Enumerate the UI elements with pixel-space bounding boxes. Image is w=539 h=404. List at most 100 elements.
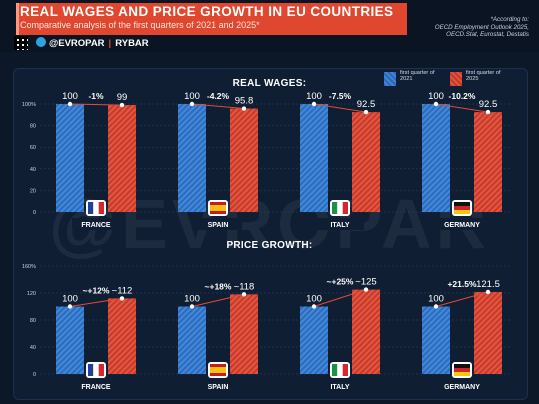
- point-2025: [119, 102, 125, 108]
- france-flag-icon: [86, 362, 106, 378]
- telegram-icon: [36, 37, 46, 47]
- value-label-2025: ~112: [112, 285, 133, 296]
- bar-2025: [474, 112, 502, 212]
- legend-label-2021: first quarter of 2021: [400, 70, 435, 82]
- country-plate: [72, 218, 120, 230]
- brand-bar: @EVROPAR | RYBAR: [36, 37, 149, 49]
- page-title: REAL WAGES AND PRICE GROWTH IN EU COUNTR…: [20, 4, 394, 19]
- change-label: ~+25%: [327, 277, 354, 287]
- bar-2021: [300, 104, 328, 212]
- germany-flag-icon: [452, 200, 472, 216]
- y-tick-label: 40: [30, 167, 36, 173]
- value-label-2025: 95.8: [235, 96, 254, 107]
- bar-2021: [422, 306, 450, 374]
- point-2025: [241, 292, 247, 297]
- spain-flag-icon: [208, 362, 228, 378]
- bar-2021: [56, 104, 84, 212]
- country-label: ITALY: [330, 222, 349, 229]
- change-connector: [435, 291, 489, 307]
- value-label-2025: 92.5: [479, 99, 498, 110]
- change-label: +21.5%: [447, 279, 477, 289]
- change-label: -1%: [88, 91, 104, 101]
- country-plate: [316, 380, 364, 392]
- france-flag-icon: [86, 200, 106, 216]
- point-2025: [485, 109, 491, 115]
- country-label: GERMANY: [444, 222, 480, 229]
- bar-2025: [108, 298, 136, 374]
- germany-flag-icon: [452, 362, 472, 378]
- change-connector: [191, 293, 245, 307]
- value-label-2021: 100: [62, 294, 78, 305]
- source-line: *According to:: [490, 16, 529, 23]
- legend-swatch-2021: [384, 72, 396, 86]
- value-label-2025: ~125: [355, 277, 376, 288]
- point-2025: [119, 296, 125, 301]
- country-plate: [194, 380, 242, 392]
- point-2021: [67, 304, 73, 309]
- legend: first quarter of 2021 first quarter of 2…: [384, 70, 522, 90]
- source-line: OECD.Stat, Eurostat, Destatis: [446, 31, 529, 39]
- point-2025: [363, 287, 369, 292]
- change-connector: [191, 103, 245, 110]
- country-plate: [72, 380, 120, 392]
- y-tick-label: 0: [33, 210, 36, 216]
- legend-swatch-2025: [450, 72, 462, 86]
- value-label-2021: 100: [428, 294, 444, 305]
- bar-2025: [352, 112, 380, 212]
- source-line: OECD Employment Outlook 2025,: [434, 23, 529, 31]
- title-banner: [16, 3, 407, 35]
- bar-2025: [108, 105, 136, 212]
- y-tick-label: 60: [30, 145, 36, 151]
- bar-2025: [474, 291, 502, 374]
- header: REAL WAGES AND PRICE GROWTH IN EU COUNTR…: [0, 0, 539, 52]
- point-2021: [311, 304, 317, 309]
- brand-separator: |: [108, 38, 112, 49]
- brand-handle: @EVROPAR: [49, 38, 105, 49]
- brand-name: RYBAR: [115, 38, 149, 49]
- qr-code-icon: [14, 36, 28, 50]
- y-tick-label: 160%: [22, 264, 36, 270]
- y-tick-label: 80: [30, 318, 36, 324]
- bar-2021: [178, 306, 206, 374]
- value-label-2025: 92.5: [357, 99, 376, 110]
- change-label: -10.2%: [449, 91, 476, 101]
- value-label-2021: 100: [306, 294, 322, 305]
- bar-2025: [230, 294, 258, 374]
- change-label: ~+18%: [205, 281, 232, 291]
- italy-flag-icon: [330, 200, 350, 216]
- value-label-2021: 100: [428, 91, 444, 102]
- point-2021: [433, 101, 439, 107]
- change-label: -7.5%: [329, 91, 352, 101]
- country-label: SPAIN: [208, 222, 229, 229]
- bar-2021: [178, 104, 206, 212]
- country-plate: [316, 218, 364, 230]
- country-plate: [438, 380, 486, 392]
- point-2025: [363, 109, 369, 115]
- point-2021: [189, 101, 195, 107]
- value-label-2025: 121.5: [476, 279, 500, 290]
- bar-2021: [56, 306, 84, 374]
- bar-2025: [230, 108, 258, 212]
- country-label: FRANCE: [81, 222, 110, 229]
- change-connector: [435, 103, 489, 113]
- value-label-2021: 100: [306, 91, 322, 102]
- country-label: FRANCE: [81, 384, 110, 391]
- y-tick-label: 80: [30, 124, 36, 130]
- point-2025: [485, 289, 491, 295]
- legend-label-2025: first quarter of 2025: [466, 70, 501, 82]
- country-label: GERMANY: [444, 384, 480, 391]
- change-connector: [69, 297, 123, 307]
- country-plate: [438, 218, 486, 230]
- spain-flag-icon: [208, 200, 228, 216]
- change-connector: [313, 289, 367, 307]
- change-label: -4.2%: [207, 91, 230, 101]
- source-note: *According to: OECD Employment Outlook 2…: [435, 16, 529, 39]
- point-2025: [241, 106, 247, 111]
- value-label-2025: 99: [117, 92, 128, 103]
- change-label: ~+12%: [83, 285, 110, 295]
- point-2021: [67, 101, 73, 107]
- point-2021: [433, 304, 439, 309]
- point-2021: [189, 304, 195, 309]
- page-subtitle: Comparative analysis of the first quarte…: [20, 20, 260, 30]
